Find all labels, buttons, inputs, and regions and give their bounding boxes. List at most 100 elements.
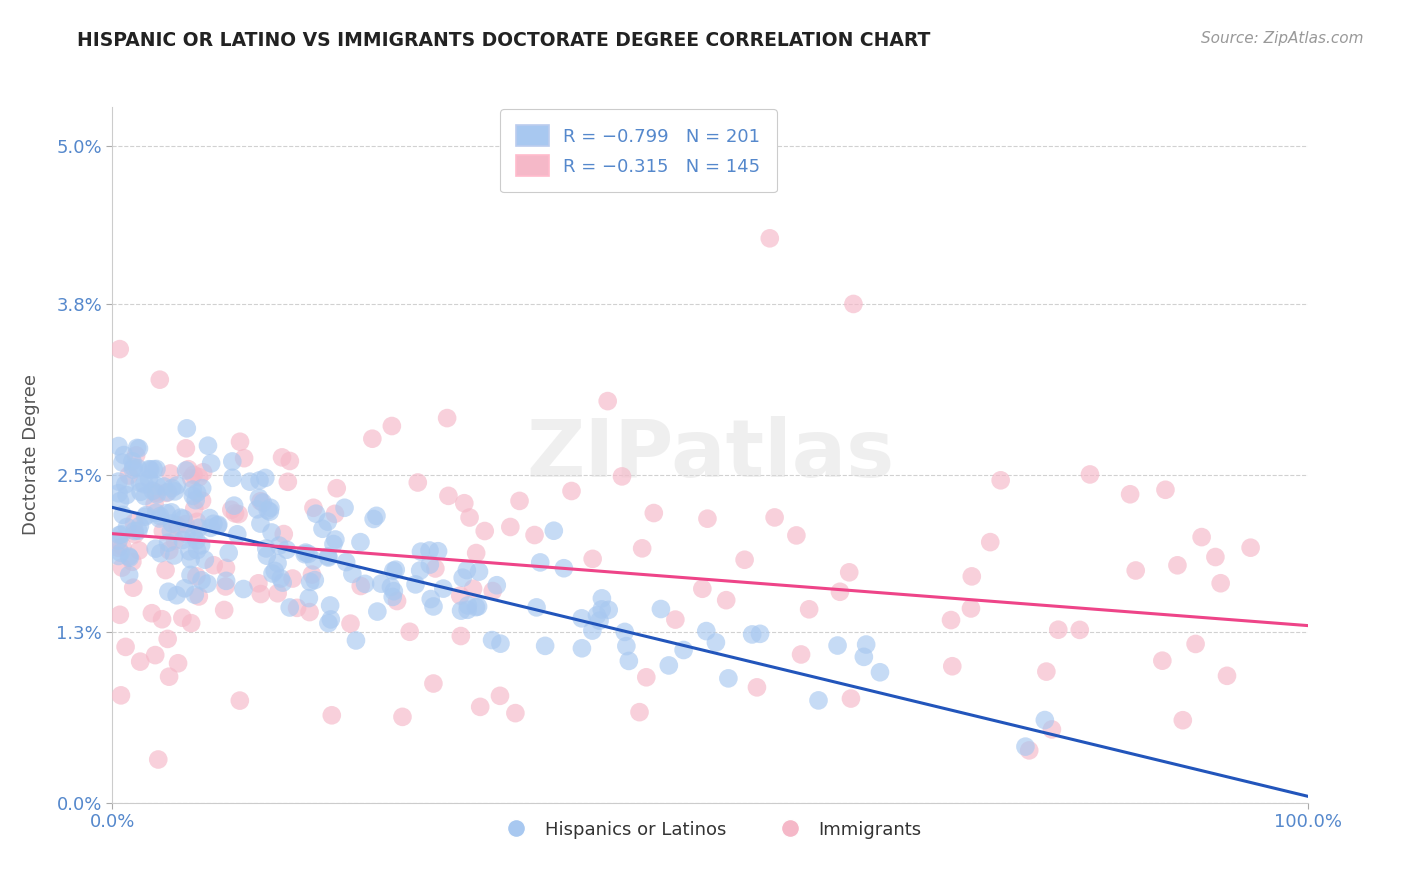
Point [228, 507, 250, 521]
Point [142, 483, 165, 498]
Point [252, 495, 274, 509]
Point [322, 537, 344, 551]
Point [450, 629, 472, 643]
Text: HISPANIC OR LATINO VS IMMIGRANTS DOCTORATE DEGREE CORRELATION CHART: HISPANIC OR LATINO VS IMMIGRANTS DOCTORA… [77, 31, 931, 50]
Point [156, 485, 179, 500]
Point [134, 489, 156, 503]
Point [319, 599, 342, 613]
Point [233, 451, 256, 466]
Point [194, 552, 217, 566]
Point [458, 510, 481, 524]
Point [115, 488, 138, 502]
Point [229, 693, 252, 707]
Point [571, 641, 593, 656]
Point [457, 599, 479, 613]
Point [135, 508, 157, 523]
Point [221, 454, 243, 468]
Point [344, 633, 367, 648]
Point [111, 540, 134, 554]
Point [342, 566, 364, 581]
Point [628, 705, 651, 719]
Point [215, 574, 238, 588]
Point [839, 691, 862, 706]
Point [960, 569, 983, 583]
Point [157, 543, 180, 558]
Point [176, 526, 198, 541]
Point [107, 475, 129, 489]
Point [269, 539, 291, 553]
Point [419, 592, 441, 607]
Point [759, 231, 782, 245]
Point [271, 575, 294, 590]
Point [305, 507, 328, 521]
Point [138, 472, 160, 486]
Point [465, 546, 488, 560]
Point [422, 599, 444, 614]
Point [381, 419, 404, 434]
Point [294, 547, 316, 561]
Point [692, 582, 714, 596]
Point [366, 508, 388, 523]
Point [145, 462, 167, 476]
Point [122, 460, 145, 475]
Point [202, 558, 225, 573]
Point [181, 489, 204, 503]
Point [311, 522, 333, 536]
Point [591, 602, 613, 616]
Point [457, 603, 479, 617]
Point [704, 635, 727, 649]
Point [381, 590, 404, 604]
Point [276, 542, 298, 557]
Point [200, 456, 222, 470]
Point [183, 467, 205, 482]
Point [281, 572, 304, 586]
Point [139, 462, 162, 476]
Point [749, 627, 772, 641]
Point [145, 541, 167, 556]
Point [169, 510, 191, 524]
Point [107, 439, 129, 453]
Point [534, 639, 557, 653]
Point [807, 693, 830, 707]
Point [114, 640, 136, 654]
Point [179, 544, 201, 558]
Point [636, 670, 658, 684]
Point [299, 574, 322, 589]
Point [529, 555, 551, 569]
Point [107, 486, 129, 500]
Point [339, 616, 361, 631]
Point [146, 487, 169, 501]
Point [134, 509, 156, 524]
Point [302, 553, 325, 567]
Point [523, 528, 546, 542]
Point [1035, 665, 1057, 679]
Point [239, 475, 262, 489]
Point [419, 543, 441, 558]
Point [467, 599, 489, 614]
Point [304, 573, 326, 587]
Point [176, 421, 198, 435]
Point [405, 577, 427, 591]
Point [221, 471, 243, 485]
Point [481, 633, 503, 648]
Point [143, 497, 166, 511]
Point [167, 657, 190, 671]
Point [155, 486, 177, 500]
Point [111, 508, 134, 522]
Point [128, 442, 150, 456]
Point [188, 470, 211, 484]
Point [1216, 669, 1239, 683]
Point [384, 563, 406, 577]
Point [366, 605, 388, 619]
Point [363, 512, 385, 526]
Point [370, 576, 392, 591]
Point [543, 524, 565, 538]
Point [148, 511, 170, 525]
Point [526, 600, 548, 615]
Point [149, 373, 172, 387]
Point [138, 462, 160, 476]
Point [226, 527, 249, 541]
Point [325, 533, 347, 547]
Point [145, 506, 167, 520]
Point [249, 516, 271, 531]
